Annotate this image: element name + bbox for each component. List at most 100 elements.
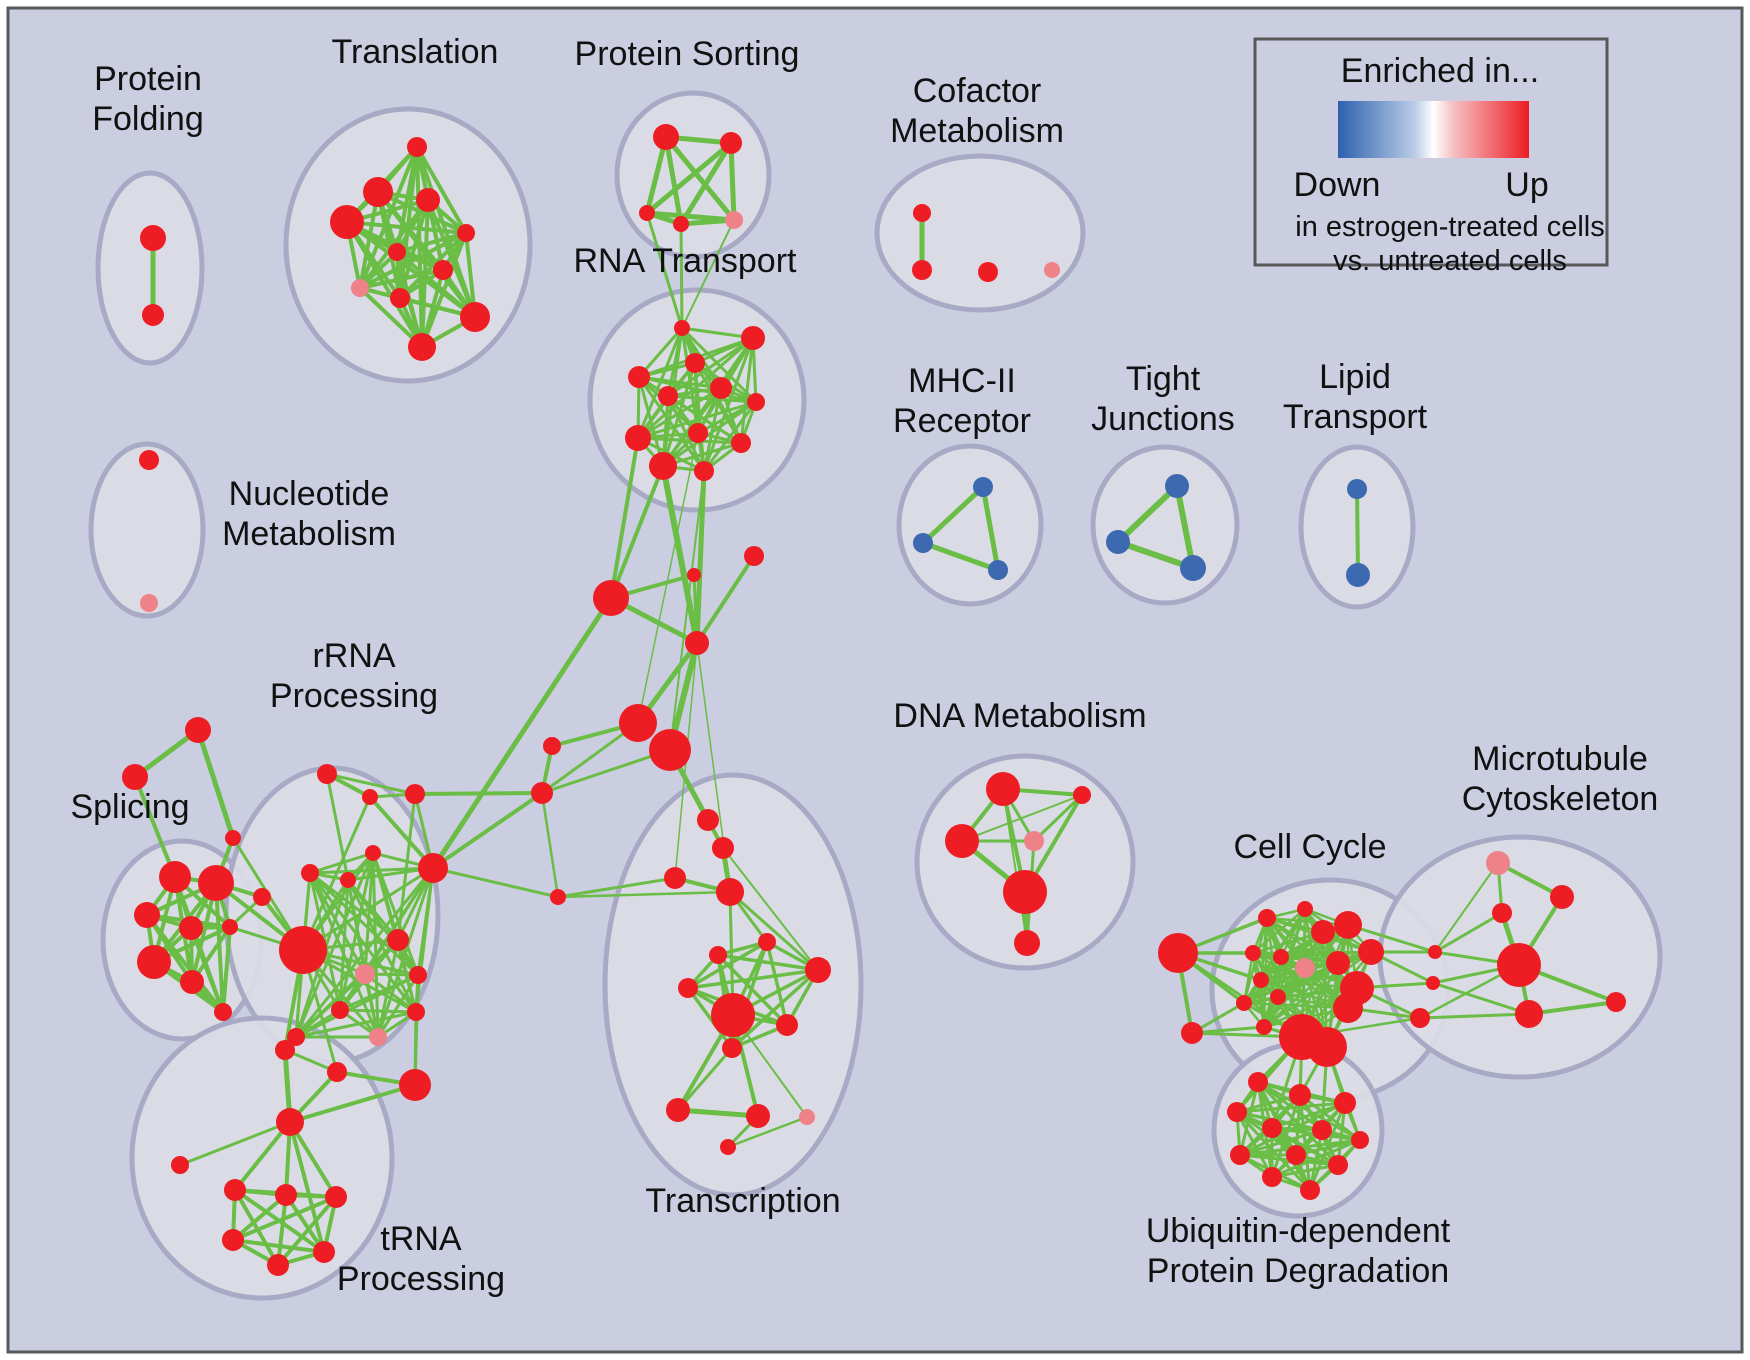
gene-set-node[interactable]: [720, 1139, 736, 1155]
gene-set-node[interactable]: [388, 243, 406, 261]
gene-set-node[interactable]: [137, 945, 171, 979]
gene-set-node[interactable]: [224, 1179, 246, 1201]
gene-set-node[interactable]: [697, 809, 719, 831]
gene-set-node[interactable]: [416, 188, 440, 212]
gene-set-node[interactable]: [593, 580, 629, 616]
gene-set-node[interactable]: [363, 177, 393, 207]
gene-set-node[interactable]: [1492, 903, 1512, 923]
gene-set-node[interactable]: [664, 867, 686, 889]
gene-set-node[interactable]: [1606, 992, 1626, 1012]
gene-set-node[interactable]: [408, 333, 436, 361]
gene-set-node[interactable]: [653, 124, 679, 150]
gene-set-node[interactable]: [1262, 1167, 1282, 1187]
gene-set-node[interactable]: [390, 288, 410, 308]
gene-set-node[interactable]: [407, 1003, 425, 1021]
gene-set-node[interactable]: [1003, 870, 1047, 914]
gene-set-node[interactable]: [720, 132, 742, 154]
gene-set-node[interactable]: [1347, 479, 1367, 499]
gene-set-node[interactable]: [362, 789, 378, 805]
gene-set-node[interactable]: [179, 916, 203, 940]
gene-set-node[interactable]: [1073, 786, 1091, 804]
gene-set-node[interactable]: [687, 568, 701, 582]
gene-set-node[interactable]: [313, 1241, 335, 1263]
gene-set-node[interactable]: [776, 1014, 798, 1036]
gene-set-node[interactable]: [673, 216, 689, 232]
gene-set-node[interactable]: [945, 824, 979, 858]
gene-set-node[interactable]: [214, 1003, 232, 1021]
gene-set-node[interactable]: [301, 864, 319, 882]
gene-set-node[interactable]: [140, 225, 166, 251]
gene-set-node[interactable]: [405, 784, 425, 804]
gene-set-node[interactable]: [134, 902, 160, 928]
gene-set-node[interactable]: [1236, 995, 1252, 1011]
gene-set-node[interactable]: [1307, 1027, 1347, 1067]
gene-set-node[interactable]: [1258, 909, 1276, 927]
gene-set-node[interactable]: [746, 1104, 770, 1128]
gene-set-node[interactable]: [1333, 993, 1363, 1023]
gene-set-node[interactable]: [658, 386, 678, 406]
gene-set-node[interactable]: [988, 560, 1008, 580]
gene-set-node[interactable]: [1426, 976, 1440, 990]
gene-set-node[interactable]: [1326, 951, 1350, 975]
gene-set-node[interactable]: [180, 970, 204, 994]
gene-set-node[interactable]: [1286, 1145, 1306, 1165]
gene-set-node[interactable]: [1044, 262, 1060, 278]
gene-set-node[interactable]: [1328, 1155, 1348, 1175]
gene-set-node[interactable]: [275, 1040, 295, 1060]
gene-set-node[interactable]: [639, 205, 655, 221]
gene-set-node[interactable]: [913, 533, 933, 553]
gene-set-node[interactable]: [1497, 943, 1541, 987]
gene-set-node[interactable]: [1158, 933, 1198, 973]
gene-set-node[interactable]: [1311, 920, 1335, 944]
gene-set-node[interactable]: [1486, 851, 1510, 875]
gene-set-node[interactable]: [1358, 939, 1384, 965]
gene-set-node[interactable]: [1312, 1120, 1332, 1140]
gene-set-node[interactable]: [225, 830, 241, 846]
gene-set-node[interactable]: [1165, 474, 1189, 498]
gene-set-node[interactable]: [409, 966, 427, 984]
gene-set-node[interactable]: [276, 1108, 304, 1136]
gene-set-node[interactable]: [1245, 945, 1261, 961]
gene-set-node[interactable]: [457, 224, 475, 242]
gene-set-node[interactable]: [674, 320, 690, 336]
gene-set-node[interactable]: [399, 1069, 431, 1101]
gene-set-node[interactable]: [1270, 989, 1286, 1005]
gene-set-node[interactable]: [139, 450, 159, 470]
gene-set-node[interactable]: [805, 957, 831, 983]
gene-set-node[interactable]: [731, 433, 751, 453]
gene-set-node[interactable]: [1346, 563, 1370, 587]
gene-set-node[interactable]: [712, 837, 734, 859]
gene-set-node[interactable]: [531, 782, 553, 804]
gene-set-node[interactable]: [688, 423, 708, 443]
gene-set-node[interactable]: [1273, 949, 1289, 965]
gene-set-node[interactable]: [741, 326, 765, 350]
gene-set-node[interactable]: [758, 933, 776, 951]
gene-set-node[interactable]: [369, 1028, 387, 1046]
gene-set-node[interactable]: [716, 878, 744, 906]
gene-set-node[interactable]: [649, 729, 691, 771]
gene-set-node[interactable]: [142, 304, 164, 326]
gene-set-node[interactable]: [325, 1186, 347, 1208]
gene-set-node[interactable]: [725, 211, 743, 229]
gene-set-node[interactable]: [710, 377, 732, 399]
gene-set-node[interactable]: [628, 366, 650, 388]
gene-set-node[interactable]: [747, 393, 765, 411]
gene-set-node[interactable]: [912, 260, 932, 280]
gene-set-node[interactable]: [1410, 1008, 1430, 1028]
gene-set-node[interactable]: [387, 929, 409, 951]
gene-set-node[interactable]: [355, 964, 375, 984]
gene-set-node[interactable]: [1106, 530, 1130, 554]
gene-set-node[interactable]: [1550, 885, 1574, 909]
gene-set-node[interactable]: [625, 425, 651, 451]
gene-set-node[interactable]: [1024, 831, 1044, 851]
gene-set-node[interactable]: [1351, 1131, 1369, 1149]
gene-set-node[interactable]: [330, 205, 364, 239]
gene-set-node[interactable]: [327, 1062, 347, 1082]
gene-set-node[interactable]: [1334, 911, 1362, 939]
gene-set-node[interactable]: [365, 845, 381, 861]
gene-set-node[interactable]: [433, 260, 453, 280]
gene-set-node[interactable]: [685, 353, 705, 373]
gene-set-node[interactable]: [1297, 901, 1313, 917]
gene-set-node[interactable]: [279, 926, 327, 974]
gene-set-node[interactable]: [709, 946, 727, 964]
